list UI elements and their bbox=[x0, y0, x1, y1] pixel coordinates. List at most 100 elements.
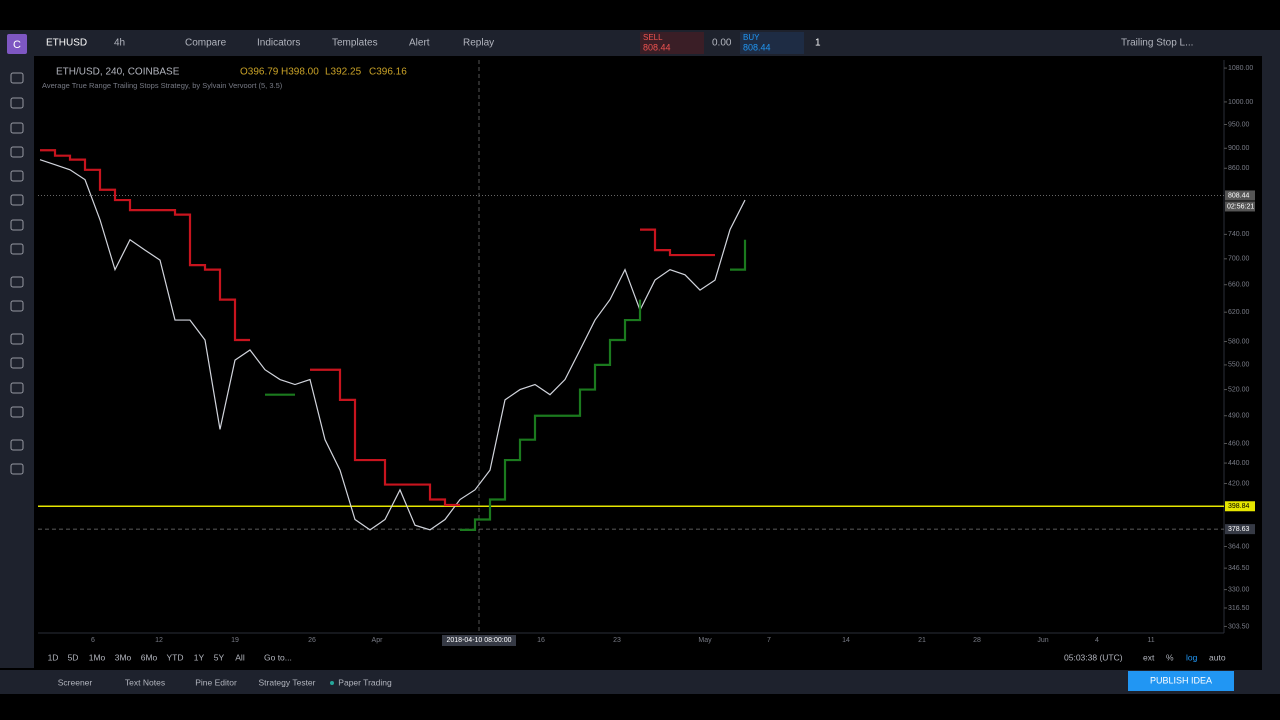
logo[interactable] bbox=[7, 34, 27, 54]
time-tick-label: 4 bbox=[1095, 637, 1099, 644]
tool-icon[interactable] bbox=[10, 300, 24, 312]
publish-text: PUBLISH IDEA bbox=[1150, 675, 1212, 685]
range-button[interactable]: 5D bbox=[68, 652, 79, 662]
price-line bbox=[39, 159, 746, 531]
symbol[interactable]: ETHUSD bbox=[46, 38, 87, 49]
price-tick-label: 950.00 bbox=[1228, 121, 1250, 128]
time-tick-label: Jun bbox=[1037, 637, 1048, 644]
price-tick-label: 490.00 bbox=[1228, 413, 1250, 420]
bottom-panel bbox=[0, 670, 1262, 694]
time-tick-label: 12 bbox=[155, 637, 163, 644]
price-tick-label: 303.50 bbox=[1228, 623, 1250, 630]
tool-icon[interactable] bbox=[10, 276, 24, 288]
tool-icon[interactable] bbox=[10, 219, 24, 231]
range-button[interactable]: 3Mo bbox=[115, 652, 132, 662]
bottom-tab[interactable]: Pine Editor bbox=[195, 677, 237, 687]
price-tick-label: 330.00 bbox=[1228, 586, 1250, 593]
price-tick-label: 1000.00 bbox=[1228, 99, 1253, 106]
countdown-tag bbox=[1225, 201, 1255, 212]
price-tick-label: 700.00 bbox=[1228, 256, 1250, 263]
price-tick-label: 364.00 bbox=[1228, 543, 1250, 550]
legend-low: L392.25 bbox=[325, 67, 362, 78]
price-tick-label: 346.50 bbox=[1228, 565, 1250, 572]
range-button[interactable]: 6Mo bbox=[141, 652, 158, 662]
price-tick-label: 316.50 bbox=[1228, 605, 1250, 612]
price-tick-label: 660.00 bbox=[1228, 282, 1250, 289]
time-tick-label: 11 bbox=[1147, 637, 1154, 644]
clock[interactable]: 05:03:38 (UTC) bbox=[1064, 652, 1123, 662]
legend-symbol: ETH/USD, 240, COINBASE bbox=[56, 67, 180, 78]
range-button[interactable]: 1Mo bbox=[89, 652, 106, 662]
countdown: 02:56:21 bbox=[1227, 203, 1254, 210]
trailing-stop bbox=[310, 368, 460, 507]
tool-icon[interactable] bbox=[10, 357, 24, 369]
price-tick-label: 1080.00 bbox=[1228, 65, 1253, 72]
time-tick-label: Apr bbox=[372, 637, 384, 644]
last-price-label: 808.44 bbox=[1228, 192, 1250, 199]
compare[interactable]: Compare bbox=[185, 38, 227, 49]
interval[interactable]: 4h bbox=[114, 38, 125, 49]
time-tick-label: 28 bbox=[973, 637, 981, 644]
alert-line-label: 398.84 bbox=[1228, 503, 1250, 510]
cursor-time: 2018-04-10 08:00:00 bbox=[447, 637, 512, 644]
right-sidebar bbox=[1262, 30, 1280, 694]
tool-icon[interactable] bbox=[10, 194, 24, 206]
range-button[interactable]: YTD bbox=[167, 652, 184, 662]
legend-high: H398.00 bbox=[281, 67, 319, 78]
range-button[interactable]: 1Y bbox=[194, 652, 205, 662]
time-tick-label: 19 bbox=[231, 637, 239, 644]
replay[interactable]: Replay bbox=[463, 38, 494, 49]
buy-button[interactable] bbox=[740, 32, 804, 54]
buy-label: BUY bbox=[743, 33, 760, 42]
tool-icon[interactable] bbox=[10, 122, 24, 134]
spread: 0.00 bbox=[712, 38, 732, 49]
tool-icon[interactable] bbox=[10, 146, 24, 158]
price-tick-label: 900.00 bbox=[1228, 145, 1250, 152]
sell-price: 808.44 bbox=[643, 42, 671, 52]
alert[interactable]: Alert bbox=[409, 38, 430, 49]
bottom-tab[interactable]: Screener bbox=[58, 677, 93, 687]
tool-icon[interactable] bbox=[10, 463, 24, 475]
trailing-stop bbox=[730, 239, 747, 271]
publish-button[interactable] bbox=[1128, 671, 1234, 691]
time-tick-label: May bbox=[698, 637, 712, 644]
paper-trading-dot bbox=[330, 681, 334, 685]
range-button[interactable]: 5Y bbox=[214, 652, 225, 662]
tool-icon[interactable] bbox=[10, 439, 24, 451]
auto[interactable]: auto bbox=[1209, 652, 1226, 662]
tool-icon[interactable] bbox=[10, 97, 24, 109]
log[interactable]: log bbox=[1186, 652, 1198, 662]
tool-icon[interactable] bbox=[10, 243, 24, 255]
indicators[interactable]: Indicators bbox=[257, 38, 300, 49]
time-tick-label: 23 bbox=[613, 637, 621, 644]
alert-line-tag bbox=[1225, 501, 1255, 512]
tool-icon[interactable] bbox=[10, 170, 24, 182]
range-button[interactable]: 1D bbox=[48, 652, 59, 662]
range-button[interactable]: All bbox=[235, 652, 245, 662]
price-tick-label: 550.00 bbox=[1228, 362, 1250, 369]
price-tick-label: 620.00 bbox=[1228, 309, 1250, 316]
price-tick-label: 460.00 bbox=[1228, 440, 1250, 447]
bottom-tab[interactable]: Text Notes bbox=[125, 677, 165, 687]
tool-icon[interactable] bbox=[10, 333, 24, 345]
tool-icon[interactable] bbox=[10, 72, 24, 84]
trailing-stop bbox=[640, 228, 715, 257]
strategy-name[interactable]: Trailing Stop L... bbox=[1121, 38, 1193, 49]
price-tick-label: 860.00 bbox=[1228, 165, 1250, 172]
price-tick-label: 580.00 bbox=[1228, 338, 1250, 345]
templates[interactable]: Templates bbox=[332, 38, 378, 49]
trailing-stop bbox=[460, 299, 642, 531]
bottom-tab[interactable]: Paper Trading bbox=[338, 677, 392, 687]
tool-icon[interactable] bbox=[10, 406, 24, 418]
sell-button[interactable] bbox=[640, 32, 704, 54]
ext[interactable]: ext bbox=[1143, 652, 1155, 662]
cursor-price-label: 378.63 bbox=[1228, 526, 1250, 533]
percent[interactable]: % bbox=[1166, 652, 1174, 662]
tool-icon[interactable] bbox=[10, 382, 24, 394]
price-tick-label: 520.00 bbox=[1228, 386, 1250, 393]
bottom-tab[interactable]: Strategy Tester bbox=[258, 677, 315, 687]
go-to[interactable]: Go to... bbox=[264, 652, 292, 662]
time-tick-label: 16 bbox=[537, 637, 545, 644]
quantity[interactable]: 1 bbox=[815, 38, 821, 49]
